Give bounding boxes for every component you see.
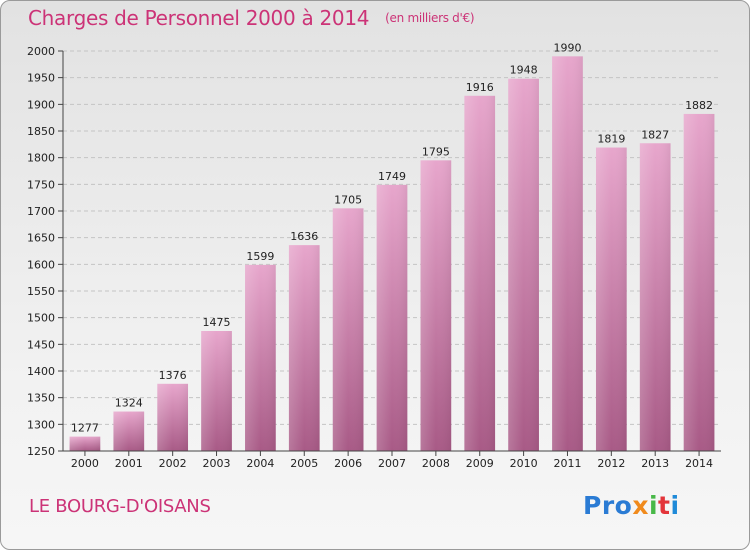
logo-part: i xyxy=(670,491,680,520)
x-tick-label: 2011 xyxy=(553,457,581,470)
bar-shine xyxy=(376,184,408,451)
y-tick-label: 1850 xyxy=(27,125,55,138)
x-tick-label: 2014 xyxy=(685,457,713,470)
x-tick-label: 2001 xyxy=(115,457,143,470)
commune-name: LE BOURG-D'OISANS xyxy=(29,496,211,517)
x-tick-label: 2007 xyxy=(378,457,406,470)
y-tick-label: 1750 xyxy=(27,178,55,191)
bars: 1277 1324 1376 1475 1599 1636 1705 1749 1795 1916… xyxy=(69,41,715,452)
bar-shine xyxy=(464,95,496,452)
y-tick-label: 1800 xyxy=(27,152,55,165)
y-tick-label: 1350 xyxy=(27,392,55,405)
x-tick-label: 2002 xyxy=(159,457,187,470)
data-label: 1749 xyxy=(378,170,406,183)
data-label: 1599 xyxy=(246,250,274,263)
bar-shine xyxy=(639,143,671,451)
x-axis: 2000 2001 2002 2003 2004 2005 2006 2007 2008 2009… xyxy=(63,450,721,470)
y-tick-label: 1450 xyxy=(27,338,55,351)
x-tick-label: 2000 xyxy=(71,457,99,470)
chart-title: Charges de Personnel 2000 à 2014 (en mill… xyxy=(28,6,475,30)
bar-shine xyxy=(508,78,539,451)
data-label: 1277 xyxy=(71,422,99,435)
data-label: 1827 xyxy=(641,128,669,141)
x-tick-label: 2009 xyxy=(466,457,494,470)
logo-part: t xyxy=(658,491,671,520)
y-tick-label: 1500 xyxy=(27,312,55,325)
bar-shine xyxy=(157,383,189,451)
data-label: 1636 xyxy=(290,230,318,243)
bar-shine xyxy=(113,411,145,451)
data-label: 1705 xyxy=(334,193,362,206)
chart-title-text: Charges de Personnel 2000 à 2014 xyxy=(28,6,370,30)
y-tick-label: 1950 xyxy=(27,72,55,85)
data-label: 1882 xyxy=(685,99,713,112)
y-tick-label: 1400 xyxy=(27,365,55,378)
bar-shine xyxy=(288,245,320,451)
y-tick-label: 1300 xyxy=(27,418,55,431)
x-tick-label: 2010 xyxy=(510,457,538,470)
data-label: 1795 xyxy=(422,145,450,158)
y-tick-label: 1700 xyxy=(27,205,55,218)
data-label: 1376 xyxy=(159,369,187,382)
data-label: 1916 xyxy=(466,81,494,94)
x-tick-label: 2003 xyxy=(203,457,231,470)
data-label: 1948 xyxy=(510,64,538,77)
bar-shine xyxy=(683,113,715,451)
bar-shine xyxy=(332,208,364,451)
bar-shine xyxy=(69,436,101,451)
logo-part: Pro xyxy=(583,491,633,520)
y-axis: 1250 1300 1350 1400 1450 1500 1550 1600 1650 1700… xyxy=(27,45,64,458)
y-tick-label: 1900 xyxy=(27,98,55,111)
x-tick-label: 2008 xyxy=(422,457,450,470)
x-tick-label: 2013 xyxy=(641,457,669,470)
data-label: 1990 xyxy=(553,41,581,54)
bar-shine xyxy=(245,264,276,451)
chart-subtitle: (en milliers d'€) xyxy=(385,11,475,25)
bar-shine xyxy=(201,331,232,451)
y-tick-label: 1250 xyxy=(27,445,55,458)
y-tick-label: 1600 xyxy=(27,258,55,271)
logo-part: i xyxy=(648,491,659,520)
x-tick-label: 2012 xyxy=(597,457,625,470)
x-tick-label: 2005 xyxy=(290,457,318,470)
y-tick-label: 2000 xyxy=(27,45,55,58)
y-tick-label: 1550 xyxy=(27,285,55,298)
bar-shine xyxy=(420,160,452,452)
x-tick-label: 2006 xyxy=(334,457,362,470)
data-label: 1475 xyxy=(203,316,231,329)
proxiti-logo: Proxiti xyxy=(583,491,680,520)
data-label: 1324 xyxy=(115,397,143,410)
bar-shine xyxy=(552,56,583,451)
data-label: 1819 xyxy=(597,133,625,146)
x-tick-label: 2004 xyxy=(246,457,274,470)
y-tick-label: 1650 xyxy=(27,232,55,245)
logo-part: x xyxy=(632,491,649,520)
bar-shine xyxy=(595,147,627,452)
